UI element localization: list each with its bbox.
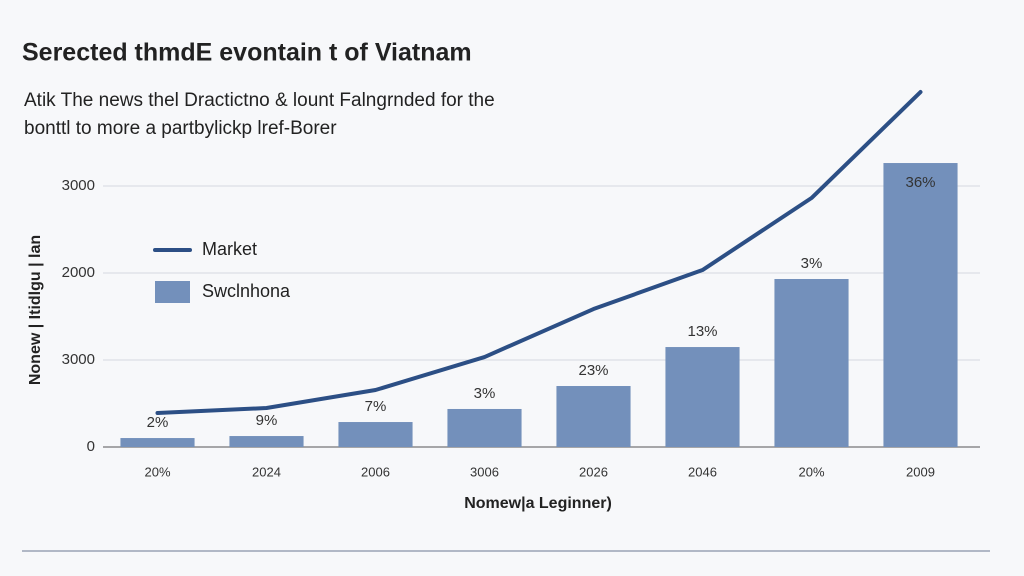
subtitle: bonttl to more a partbylickp lref-Borer — [24, 118, 337, 139]
legend-label: Market — [202, 239, 257, 259]
bar-label: 23% — [578, 362, 608, 379]
x-tick-label: 3006 — [470, 464, 499, 479]
x-tick-label: 20% — [144, 464, 170, 479]
x-tick-label: 20% — [798, 464, 824, 479]
y-tick-label: 2000 — [62, 264, 95, 281]
bar-label: 3% — [474, 385, 496, 402]
bar — [556, 386, 631, 447]
x-axis-label: Nomew|a Leginner) — [464, 495, 612, 512]
bar — [883, 163, 958, 448]
x-tick-label: 2006 — [361, 464, 390, 479]
bar-label: 9% — [256, 412, 278, 429]
bar-label: 13% — [687, 323, 717, 340]
legend-swatch — [155, 281, 190, 303]
bar — [774, 279, 849, 447]
chart-title: Serected thmdE evontain t of Viatnam — [22, 39, 472, 67]
bar-label: 3% — [801, 255, 823, 272]
x-tick-label: 2009 — [906, 464, 935, 479]
bar-label: 36% — [905, 174, 935, 191]
bar — [120, 438, 195, 447]
legend-label: Swclnhona — [202, 281, 291, 301]
bar — [665, 347, 740, 447]
y-tick-label: 3000 — [62, 177, 95, 194]
x-tick-label: 2026 — [579, 464, 608, 479]
x-tick-label: 2046 — [688, 464, 717, 479]
line — [155, 90, 923, 415]
bar-label: 2% — [147, 414, 169, 431]
x-tick-label: 2024 — [252, 464, 281, 479]
y-tick-label: 3000 — [62, 351, 95, 368]
bar — [229, 436, 304, 447]
y-axis-label: Nonew | Itidlgu | lan — [27, 235, 44, 385]
bar — [447, 408, 522, 447]
subtitle: Atik The news thel Dractictno & lount Fa… — [24, 90, 495, 111]
y-tick-label: 0 — [87, 438, 95, 455]
bar — [338, 422, 413, 447]
bar-label: 7% — [365, 398, 387, 415]
